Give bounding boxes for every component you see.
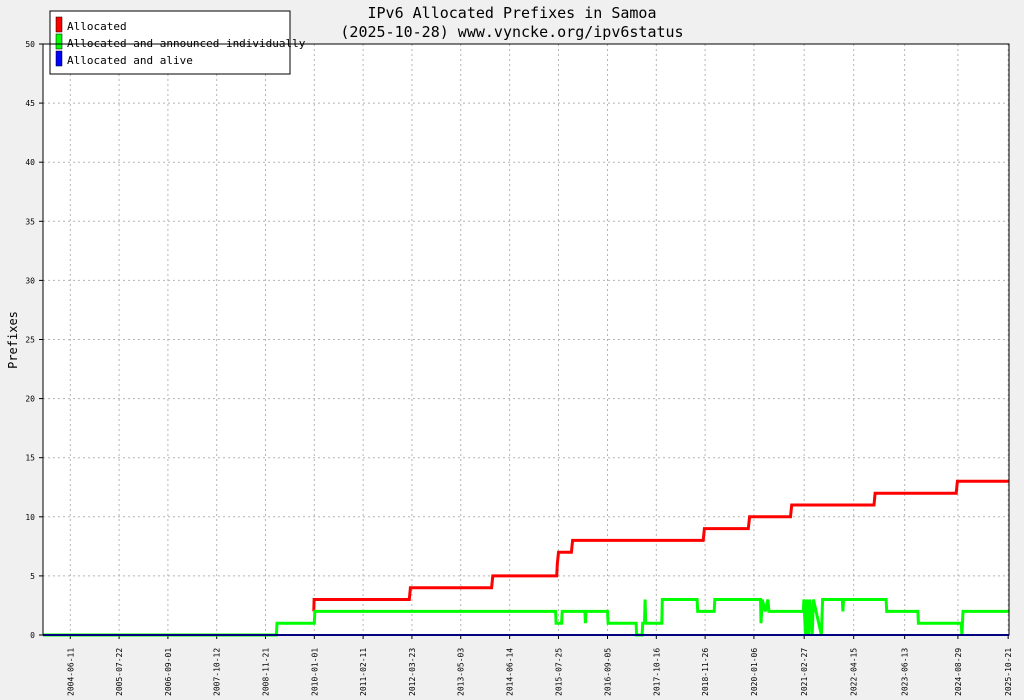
y-tick-label: 35 xyxy=(25,217,35,226)
x-tick-label: 2022-04-15 xyxy=(850,648,859,696)
y-tick-label: 20 xyxy=(25,395,35,404)
x-tick-label: 2005-07-22 xyxy=(115,648,124,696)
y-tick-label: 10 xyxy=(25,513,35,522)
y-tick-label: 0 xyxy=(30,631,35,640)
x-tick-label: 2010-01-01 xyxy=(310,648,319,696)
chart-title: IPv6 Allocated Prefixes in Samoa xyxy=(368,4,657,22)
x-tick-label: 2025-10-21 xyxy=(1004,648,1013,696)
x-tick-label: 2016-09-05 xyxy=(604,648,613,696)
series-line-allocated xyxy=(312,479,1009,612)
legend-box xyxy=(49,10,291,75)
x-tick-label: 2024-08-29 xyxy=(954,648,963,696)
x-tick-label: 2017-10-16 xyxy=(652,648,661,696)
y-tick-label: 50 xyxy=(25,40,35,49)
y-tick-label: 5 xyxy=(30,572,35,581)
legend-label-alive: Allocated and alive xyxy=(67,54,193,67)
grid-lines xyxy=(43,44,1009,635)
y-tick-label: 15 xyxy=(25,454,35,463)
x-tick-label: 2007-10-12 xyxy=(213,648,222,696)
x-tick-label: 2015-07-25 xyxy=(554,648,563,696)
legend: Allocated Allocated and announced indivi… xyxy=(49,10,306,75)
x-tick-label: 2004-06-11 xyxy=(66,648,75,696)
series-line-announced xyxy=(43,598,1009,637)
x-axis-ticks: 2004-06-11 2005-07-22 2006-09-01 2007-10-12… xyxy=(66,635,1013,696)
legend-swatch-allocated xyxy=(55,16,63,33)
plot-border xyxy=(42,43,1010,636)
x-tick-label: 2018-11-26 xyxy=(701,648,710,696)
x-tick-label: 2021-02-27 xyxy=(800,648,809,696)
y-tick-label: 25 xyxy=(25,336,35,345)
x-tick-label: 2008-11-21 xyxy=(262,648,271,696)
legend-label-allocated: Allocated xyxy=(67,20,127,33)
x-tick-label: 2012-03-23 xyxy=(408,648,417,696)
legend-swatch-alive xyxy=(55,50,63,67)
x-tick-label: 2014-06-14 xyxy=(506,648,515,696)
y-tick-label: 30 xyxy=(25,276,35,285)
x-tick-label: 2011-02-11 xyxy=(359,648,368,696)
chart-subtitle: (2025-10-28) www.vyncke.org/ipv6status xyxy=(340,23,683,41)
y-tick-label: 45 xyxy=(25,99,35,108)
y-axis-ticks: 0 5 10 15 20 25 30 35 40 45 50 xyxy=(25,40,43,640)
y-axis-label: Prefixes xyxy=(6,311,20,369)
x-tick-label: 2023-06-13 xyxy=(901,648,910,696)
x-tick-label: 2006-09-01 xyxy=(164,648,173,696)
legend-swatch-announced xyxy=(55,33,63,50)
x-tick-label: 2013-05-03 xyxy=(457,648,466,696)
y-tick-label: 40 xyxy=(25,158,35,167)
x-tick-label: 2020-01-06 xyxy=(750,648,759,696)
